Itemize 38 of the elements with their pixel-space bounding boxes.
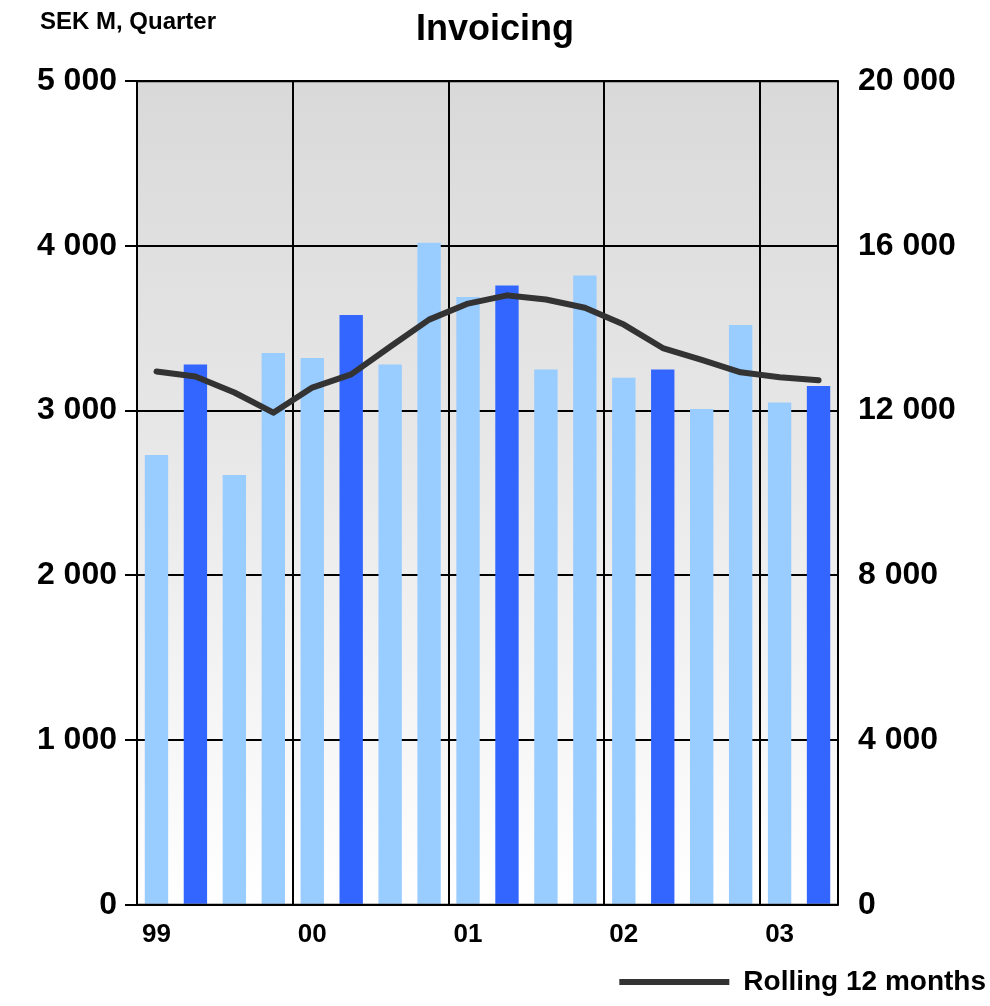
bar	[183, 364, 208, 904]
bar	[534, 369, 558, 904]
y-tick-label: 2 000	[36, 555, 117, 592]
y-tick-label: 3 000	[36, 390, 117, 427]
bar	[806, 385, 831, 904]
x-tick-label: 02	[609, 917, 639, 948]
x-tick-label: 03	[765, 917, 795, 948]
y-tick-label: 5 000	[36, 61, 117, 98]
bar	[300, 357, 324, 904]
bar	[690, 408, 714, 904]
y2-tick-label: 20 000	[858, 61, 956, 98]
bar	[261, 352, 285, 904]
bar	[573, 275, 597, 904]
legend-label: Rolling 12 months	[743, 964, 987, 996]
bar	[495, 285, 519, 904]
y2-tick-label: 12 000	[858, 390, 956, 427]
chart-title: Invoicing	[415, 6, 575, 48]
y-tick-label: 4 000	[36, 225, 117, 262]
y-tick-label: 1 000	[36, 719, 117, 756]
y2-tick-label: 8 000	[858, 555, 939, 592]
bar	[339, 315, 363, 904]
x-tick-label: 00	[297, 917, 327, 948]
bar	[417, 242, 441, 904]
y-axis-title: SEK M, Quarter	[40, 6, 217, 34]
x-tick-label: 99	[142, 917, 171, 948]
y2-tick-label: 0	[858, 884, 876, 921]
bar	[651, 369, 675, 904]
bar	[144, 455, 169, 904]
y-tick-label: 0	[99, 884, 117, 921]
bar	[728, 324, 753, 904]
x-tick-label: 01	[453, 917, 483, 948]
y2-tick-label: 16 000	[858, 225, 956, 262]
bar	[222, 474, 247, 904]
bar	[767, 402, 792, 904]
y2-tick-label: 4 000	[858, 719, 939, 756]
bar	[378, 364, 402, 904]
bar	[456, 296, 480, 904]
bar	[612, 377, 636, 904]
